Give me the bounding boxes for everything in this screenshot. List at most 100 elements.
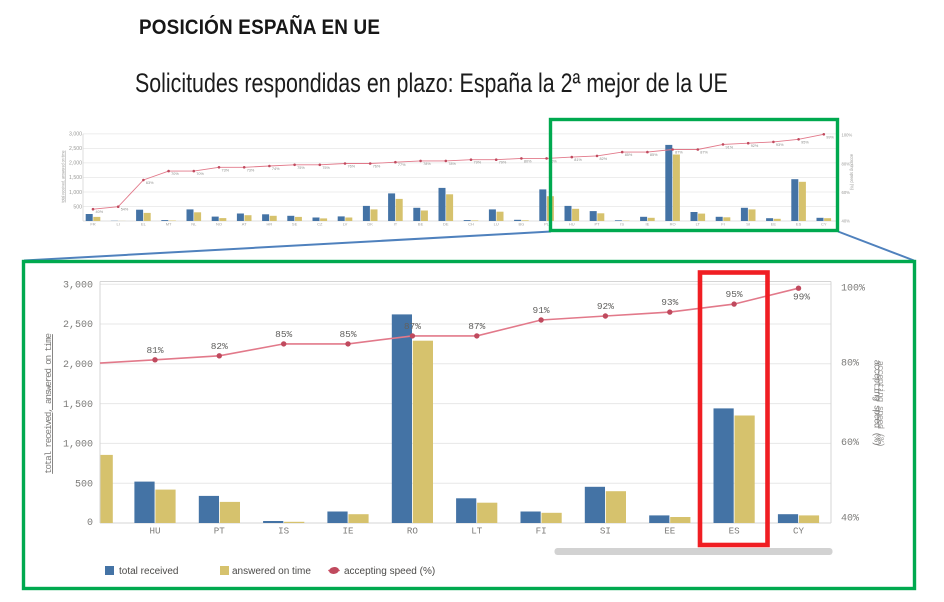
svg-text:HU: HU <box>149 526 160 537</box>
svg-text:accepting speed (%): accepting speed (%) <box>872 360 883 446</box>
svg-text:total received, answered on ti: total received, answered on time <box>43 334 54 474</box>
svg-text:SE: SE <box>292 222 298 227</box>
svg-text:IE: IE <box>646 222 650 227</box>
svg-text:AT: AT <box>242 222 247 227</box>
svg-text:accepting speed (%): accepting speed (%) <box>850 154 855 190</box>
svg-text:IE: IE <box>342 526 354 537</box>
svg-text:95%: 95% <box>726 289 743 300</box>
svg-text:2,000: 2,000 <box>69 161 82 167</box>
svg-text:80%: 80% <box>549 159 557 163</box>
svg-text:81%: 81% <box>574 158 582 162</box>
svg-text:80%: 80% <box>842 161 851 166</box>
svg-text:CY: CY <box>793 526 805 537</box>
svg-text:40%: 40% <box>841 514 859 525</box>
svg-text:73%: 73% <box>222 168 230 172</box>
svg-text:ES: ES <box>729 526 741 537</box>
svg-text:80%: 80% <box>841 359 859 370</box>
svg-text:91%: 91% <box>533 305 550 316</box>
svg-text:DE: DE <box>443 222 449 227</box>
svg-text:40%: 40% <box>96 210 104 214</box>
svg-text:CZ: CZ <box>317 222 323 227</box>
svg-text:HR: HR <box>267 222 273 227</box>
svg-text:0: 0 <box>87 518 93 529</box>
svg-text:54%: 54% <box>121 208 129 212</box>
svg-text:70%: 70% <box>196 172 204 176</box>
svg-text:85%: 85% <box>625 153 633 157</box>
svg-text:63%: 63% <box>146 181 154 185</box>
svg-text:LI: LI <box>117 222 120 227</box>
svg-text:76%: 76% <box>373 165 381 169</box>
svg-text:99%: 99% <box>826 135 834 139</box>
svg-text:40%: 40% <box>842 219 851 224</box>
svg-text:2,500: 2,500 <box>69 146 82 152</box>
svg-text:91%: 91% <box>726 145 734 149</box>
svg-text:87%: 87% <box>468 321 485 332</box>
svg-text:FI: FI <box>536 526 547 537</box>
svg-text:85%: 85% <box>339 329 356 340</box>
svg-text:SI: SI <box>600 526 611 537</box>
svg-text:76%: 76% <box>348 165 356 169</box>
svg-text:500: 500 <box>75 479 93 490</box>
svg-text:82%: 82% <box>211 341 228 352</box>
svg-text:87%: 87% <box>675 151 683 155</box>
svg-text:77%: 77% <box>398 163 406 167</box>
svg-text:79%: 79% <box>474 161 482 165</box>
svg-text:99%: 99% <box>793 292 810 303</box>
svg-text:100%: 100% <box>842 133 853 138</box>
svg-text:3,000: 3,000 <box>69 132 82 138</box>
svg-text:IT: IT <box>394 222 398 227</box>
svg-text:CH: CH <box>468 222 474 227</box>
svg-text:FI: FI <box>721 222 725 227</box>
svg-text:85%: 85% <box>275 329 292 340</box>
svg-text:74%: 74% <box>272 167 280 171</box>
svg-text:79%: 79% <box>499 161 507 165</box>
svg-text:87%: 87% <box>404 321 421 332</box>
svg-text:75%: 75% <box>297 166 305 170</box>
svg-text:60%: 60% <box>842 190 851 195</box>
svg-text:BG: BG <box>519 222 525 227</box>
svg-text:3,000: 3,000 <box>63 280 93 291</box>
svg-text:100%: 100% <box>841 284 865 295</box>
svg-text:LT: LT <box>696 222 701 227</box>
svg-text:93%: 93% <box>776 143 784 147</box>
svg-text:EE: EE <box>664 526 676 537</box>
svg-text:BE: BE <box>418 222 424 227</box>
svg-text:1,000: 1,000 <box>69 190 82 196</box>
svg-text:95%: 95% <box>801 140 809 144</box>
svg-text:92%: 92% <box>597 301 614 312</box>
svg-text:LT: LT <box>471 526 483 537</box>
svg-text:LU: LU <box>494 222 499 227</box>
svg-text:total received: total received <box>119 566 178 577</box>
svg-text:RO: RO <box>407 526 419 537</box>
svg-text:80%: 80% <box>524 159 532 163</box>
svg-text:accepting speed (%): accepting speed (%) <box>875 361 886 447</box>
svg-text:RO: RO <box>670 222 676 227</box>
svg-text:60%: 60% <box>841 438 859 449</box>
svg-text:HU: HU <box>569 222 575 227</box>
svg-text:82%: 82% <box>600 157 608 161</box>
svg-text:85%: 85% <box>650 153 658 157</box>
svg-text:EE: EE <box>771 222 777 227</box>
svg-text:accepting speed (%): accepting speed (%) <box>344 566 435 577</box>
svg-text:MT: MT <box>166 222 172 227</box>
svg-text:75%: 75% <box>322 166 330 170</box>
svg-text:SI: SI <box>746 222 750 227</box>
svg-text:93%: 93% <box>661 297 678 308</box>
svg-text:FR: FR <box>90 222 95 227</box>
svg-text:92%: 92% <box>751 144 759 148</box>
svg-text:78%: 78% <box>448 162 456 166</box>
svg-text:NL: NL <box>191 222 197 227</box>
svg-text:DK: DK <box>367 222 373 227</box>
svg-text:500: 500 <box>73 204 82 210</box>
svg-text:PT: PT <box>214 526 226 537</box>
svg-text:ES: ES <box>796 222 802 227</box>
svg-text:81%: 81% <box>146 345 163 356</box>
svg-text:PL: PL <box>544 222 550 227</box>
svg-text:1,000: 1,000 <box>63 440 93 451</box>
svg-text:answered on time: answered on time <box>232 566 311 577</box>
svg-text:1,500: 1,500 <box>69 175 82 181</box>
svg-text:IS: IS <box>620 222 624 227</box>
svg-text:LV: LV <box>343 222 348 227</box>
svg-text:NO: NO <box>216 222 222 227</box>
svg-text:87%: 87% <box>700 151 708 155</box>
